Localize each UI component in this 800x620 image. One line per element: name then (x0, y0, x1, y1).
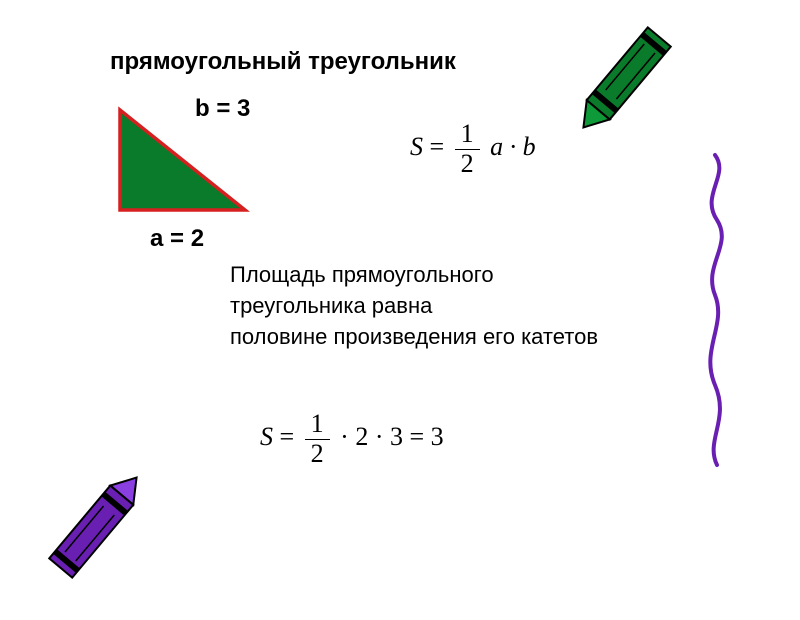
theorem-line-3: половине произведения его катетов (230, 322, 598, 353)
calc-lhs: S (260, 422, 273, 451)
formula-eq: = (423, 132, 451, 161)
purple-squiggle-icon (685, 150, 745, 475)
label-side-b: b = 3 (195, 95, 250, 123)
formula-fraction: 12 (455, 120, 480, 178)
triangle-shape (120, 110, 245, 210)
theorem-line-1: Площадь прямоугольного (230, 260, 598, 291)
green-crayon-icon (570, 0, 710, 135)
theorem-text: Площадь прямоугольного треугольника равн… (230, 260, 598, 352)
label-side-a: a = 2 (150, 225, 204, 253)
calc-frac-num: 1 (305, 410, 330, 440)
formula-lhs: S (410, 132, 423, 161)
calc-mid: · 2 · 3 = 3 (334, 422, 444, 451)
formula-rhs: a · b (484, 132, 536, 161)
area-formula: S = 12 a · b (410, 120, 536, 178)
purple-crayon-icon (10, 475, 150, 620)
page-title: прямоугольный треугольник (110, 48, 456, 76)
fraction-num: 1 (455, 120, 480, 150)
theorem-line-2: треугольника равна (230, 291, 598, 322)
fraction-den: 2 (455, 150, 480, 179)
calc-eq: = (273, 422, 301, 451)
calc-fraction: 12 (305, 410, 330, 468)
area-calculation: S = 12 · 2 · 3 = 3 (260, 410, 444, 468)
calc-frac-den: 2 (305, 440, 330, 469)
